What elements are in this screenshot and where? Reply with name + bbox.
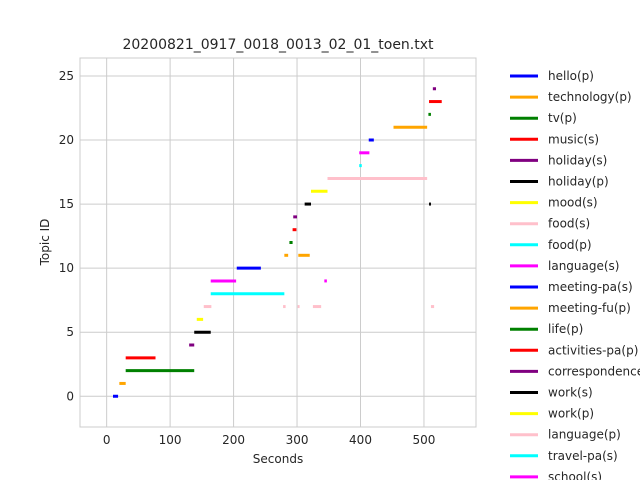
legend-label: travel-pa(s) xyxy=(548,449,618,463)
x-tick-label: 200 xyxy=(222,433,245,447)
legend-label: food(s) xyxy=(548,217,590,231)
legend-label: work(p) xyxy=(548,407,594,421)
y-axis-ticks: 0 5 10 15 20 25 xyxy=(59,69,74,403)
legend: hello(p) technology(p) tv(p) music(s) holida… xyxy=(510,69,640,480)
y-tick-label: 15 xyxy=(59,197,74,211)
legend-label: work(s) xyxy=(548,386,593,400)
legend-label: food(p) xyxy=(548,238,592,252)
legend-label: meeting-fu(p) xyxy=(548,301,631,315)
legend-label: language(p) xyxy=(548,428,621,442)
chart-title: 20200821_0917_0018_0013_02_01_toen.txt xyxy=(122,37,434,53)
y-tick-label: 0 xyxy=(66,389,74,403)
legend-label: music(s) xyxy=(548,132,599,146)
x-tick-label: 0 xyxy=(103,433,111,447)
legend-label: activities-pa(p) xyxy=(548,343,638,357)
legend-label: mood(s) xyxy=(548,196,598,210)
x-axis-ticks: 0 100 200 300 400 500 xyxy=(103,433,436,447)
legend-label: correspondence xyxy=(548,364,640,378)
y-tick-label: 20 xyxy=(59,133,74,147)
y-axis-label: Topic ID xyxy=(38,219,52,267)
x-tick-label: 500 xyxy=(413,433,436,447)
legend-label: holiday(p) xyxy=(548,175,609,189)
y-tick-label: 5 xyxy=(66,325,74,339)
legend-label: hello(p) xyxy=(548,69,594,83)
legend-label: life(p) xyxy=(548,322,583,336)
legend-label: holiday(s) xyxy=(548,153,607,167)
legend-label: school(s) xyxy=(548,470,602,480)
x-tick-label: 400 xyxy=(349,433,372,447)
y-tick-label: 10 xyxy=(59,261,74,275)
plot-area xyxy=(79,57,477,428)
legend-label: language(s) xyxy=(548,259,619,273)
y-tick-label: 25 xyxy=(59,69,74,83)
legend-label: meeting-pa(s) xyxy=(548,280,633,294)
grid-lines xyxy=(80,58,476,427)
x-axis-label: Seconds xyxy=(253,452,303,466)
x-tick-label: 100 xyxy=(159,433,182,447)
legend-label: tv(p) xyxy=(548,111,577,125)
x-tick-label: 300 xyxy=(286,433,309,447)
legend-label: technology(p) xyxy=(548,90,632,104)
topic-segments xyxy=(113,87,442,398)
